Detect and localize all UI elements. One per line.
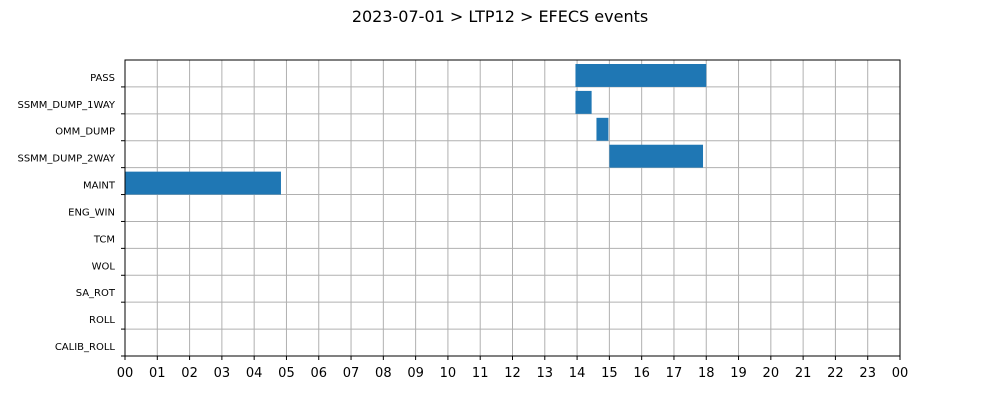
bars-layer	[125, 64, 707, 195]
x-tick-label: 22	[827, 366, 844, 381]
event-bar	[596, 117, 609, 141]
chart-title: 2023-07-01 > LTP12 > EFECS events	[352, 7, 648, 26]
x-tick-label: 05	[278, 366, 295, 381]
x-tick-label: 03	[214, 366, 231, 381]
x-tick-label: 20	[763, 366, 780, 381]
x-axis: 00 01 02 03 04 05 06 07 08 09 10 11 12 13 14 15 16 17 18 19…	[117, 356, 909, 381]
y-tick-label: ROLL	[89, 315, 115, 326]
event-bar	[575, 90, 592, 114]
y-axis: PASS SSMM_DUMP_1WAY OMM_DUMP SSMM_DUMP_2WAY…	[17, 73, 125, 357]
x-tick-label: 16	[633, 366, 650, 381]
x-tick-label: 23	[859, 366, 876, 381]
y-tick-label: SSMM_DUMP_2WAY	[17, 154, 115, 165]
y-tick-label: TCM	[93, 234, 115, 245]
x-tick-label: 11	[472, 366, 489, 381]
grid-layer	[124, 60, 901, 357]
x-tick-label: 17	[666, 366, 683, 381]
y-tick-label: CALIB_ROLL	[55, 342, 116, 353]
event-bar	[125, 171, 281, 195]
x-tick-label: 13	[537, 366, 554, 381]
event-bar	[609, 144, 704, 168]
x-tick-label: 15	[601, 366, 618, 381]
y-tick-label: PASS	[90, 73, 115, 84]
x-tick-label: 00	[117, 366, 134, 381]
y-tick-label: SSMM_DUMP_1WAY	[17, 100, 115, 111]
x-tick-label: 14	[569, 366, 586, 381]
x-tick-label: 02	[181, 366, 198, 381]
x-tick-label: 10	[440, 366, 457, 381]
x-tick-label: 19	[730, 366, 747, 381]
y-tick-label: OMM_DUMP	[55, 127, 115, 138]
event-bar	[575, 64, 707, 87]
y-tick-label: ENG_WIN	[68, 207, 115, 218]
x-tick-label: 21	[795, 366, 812, 381]
x-tick-label: 18	[698, 366, 715, 381]
y-tick-label: WOL	[92, 261, 116, 272]
y-tick-label: MAINT	[83, 181, 116, 192]
x-tick-label: 01	[149, 366, 166, 381]
x-tick-label: 07	[343, 366, 360, 381]
x-tick-label: 09	[407, 366, 424, 381]
x-tick-label: 08	[375, 366, 392, 381]
x-tick-label: 06	[310, 366, 327, 381]
x-tick-label: 00	[892, 366, 909, 381]
y-tick-label: SA_ROT	[76, 288, 116, 299]
x-tick-label: 12	[504, 366, 521, 381]
x-tick-label: 04	[246, 366, 263, 381]
